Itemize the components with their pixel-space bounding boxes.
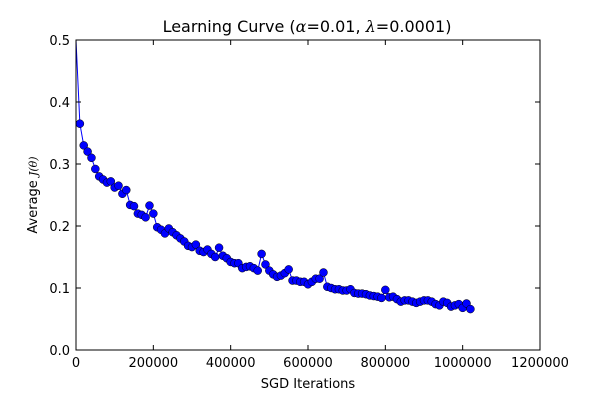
- data-point: [141, 213, 150, 222]
- chart-title-alpha-value: =0.01,: [306, 17, 365, 36]
- data-point: [83, 147, 92, 156]
- y-tick-label: 0.0: [49, 344, 70, 359]
- series-line: [76, 40, 471, 310]
- y-axis-label: Average J(θ): [26, 156, 41, 233]
- y-tick-label: 0.3: [49, 158, 70, 173]
- x-tick-label: 1200000: [511, 356, 569, 371]
- data-point: [79, 141, 88, 150]
- data-point: [284, 265, 293, 274]
- chart-title-alpha: α: [296, 17, 307, 36]
- y-tick-label: 0.5: [49, 34, 70, 49]
- data-point: [466, 304, 475, 314]
- x-tick-label: 800000: [361, 356, 411, 371]
- data-point: [261, 260, 270, 269]
- data-point: [122, 185, 131, 195]
- data-point: [91, 164, 100, 174]
- data-point: [114, 181, 123, 190]
- data-point: [106, 177, 116, 186]
- x-axis-label: SGD Iterations: [261, 377, 356, 392]
- x-tick-label: 0: [72, 356, 80, 371]
- plot-area: [76, 40, 475, 314]
- data-point: [145, 201, 154, 210]
- chart-title: Learning Curve (α=0.01, λ=0.0001): [163, 17, 452, 36]
- chart-title-prefix: Learning Curve (: [163, 17, 296, 36]
- y-axis-label-math: J(θ): [27, 156, 40, 178]
- y-axis-ticks: 0.0 0.1 0.2 0.3 0.4 0.5: [49, 34, 540, 359]
- data-point: [315, 274, 324, 283]
- chart-title-lambda: λ: [365, 17, 376, 36]
- data-point: [319, 268, 328, 277]
- data-point: [214, 243, 224, 252]
- data-point: [191, 240, 201, 249]
- x-tick-label: 200000: [129, 356, 179, 371]
- y-tick-label: 0.4: [49, 96, 70, 111]
- x-axis-ticks: 0 200000 400000 600000 800000 1000000 1200000: [72, 40, 569, 371]
- chart-title-lambda-value: =0.0001): [376, 17, 452, 36]
- data-point: [149, 209, 158, 218]
- y-tick-label: 0.2: [49, 220, 70, 235]
- x-tick-label: 600000: [283, 356, 333, 371]
- y-axis-label-prefix: Average: [26, 176, 41, 234]
- data-point: [377, 293, 386, 303]
- data-point: [210, 252, 220, 262]
- y-tick-label: 0.1: [49, 282, 70, 297]
- series-markers: [76, 119, 475, 314]
- data-point: [253, 266, 262, 275]
- data-point: [76, 119, 85, 128]
- data-point: [129, 201, 139, 211]
- data-point: [87, 153, 96, 163]
- x-tick-label: 400000: [206, 356, 256, 371]
- data-point: [257, 249, 266, 259]
- data-point: [381, 285, 390, 295]
- x-tick-label: 1000000: [434, 356, 492, 371]
